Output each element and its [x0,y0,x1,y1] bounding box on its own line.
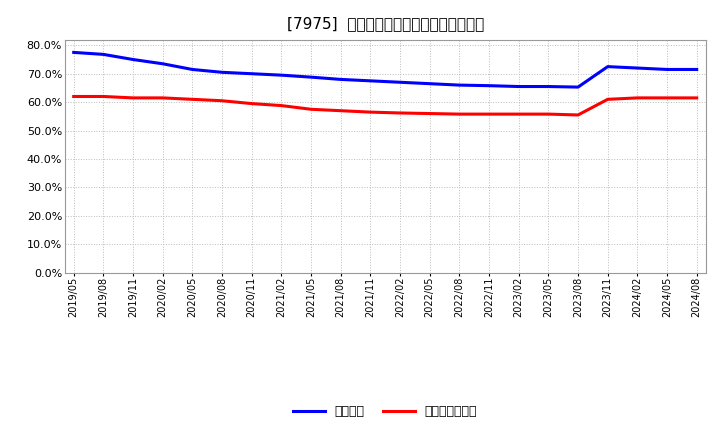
固定長期適合率 [129,95,138,100]
固定比率 [248,71,256,77]
固定長期適合率 [99,94,108,99]
固定比率 [396,80,405,85]
固定長期適合率 [544,111,553,117]
固定長期適合率 [485,111,493,117]
固定比率 [366,78,374,84]
固定比率 [129,57,138,62]
固定長期適合率 [248,101,256,106]
固定長期適合率 [455,111,464,117]
Title: [7975]  固定比率、固定長期適合率の推移: [7975] 固定比率、固定長期適合率の推移 [287,16,484,32]
固定長期適合率 [69,94,78,99]
固定比率 [217,70,226,75]
固定比率 [277,73,286,78]
固定長期適合率 [396,110,405,116]
固定長期適合率 [217,98,226,103]
固定長期適合率 [574,112,582,117]
固定長期適合率 [514,111,523,117]
固定比率 [69,50,78,55]
固定長期適合率 [426,111,434,116]
固定比率 [336,77,345,82]
固定比率 [662,67,671,72]
固定比率 [574,84,582,90]
固定比率 [485,83,493,88]
固定比率 [544,84,553,89]
Legend: 固定比率, 固定長期適合率: 固定比率, 固定長期適合率 [288,400,482,423]
固定比率 [188,67,197,72]
固定長期適合率 [603,97,612,102]
固定比率 [99,52,108,57]
固定比率 [158,61,167,66]
固定長期適合率 [188,97,197,102]
固定長期適合率 [366,110,374,115]
固定長期適合率 [633,95,642,100]
固定長期適合率 [662,95,671,100]
固定長期適合率 [158,95,167,100]
Line: 固定長期適合率: 固定長期適合率 [73,96,697,115]
固定比率 [455,82,464,88]
固定比率 [426,81,434,86]
固定比率 [693,67,701,72]
固定長期適合率 [693,95,701,100]
固定比率 [633,66,642,71]
固定比率 [603,64,612,69]
固定長期適合率 [336,108,345,114]
固定長期適合率 [307,106,315,112]
固定比率 [514,84,523,89]
固定長期適合率 [277,103,286,108]
固定比率 [307,74,315,80]
Line: 固定比率: 固定比率 [73,52,697,87]
